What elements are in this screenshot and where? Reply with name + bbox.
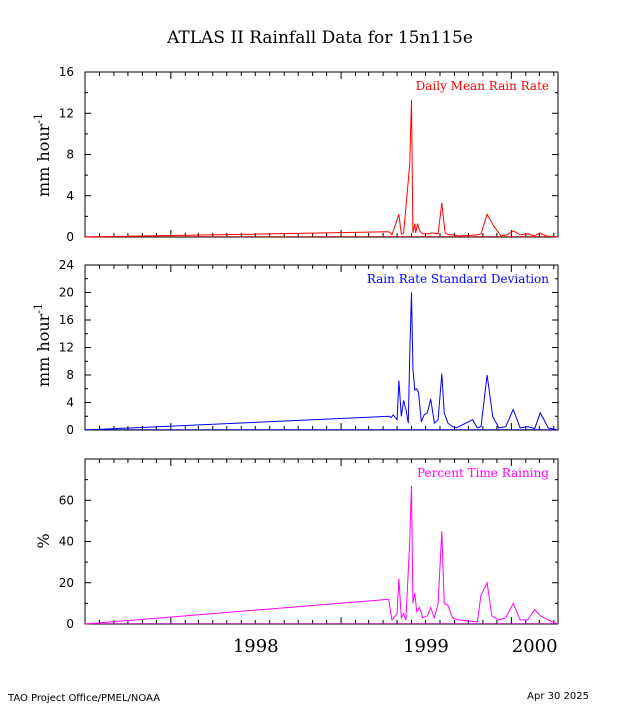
y-tick-label: 20: [59, 576, 74, 590]
y-tick-label: 4: [66, 189, 74, 203]
panel-title: Daily Mean Rain Rate: [416, 79, 549, 93]
x-axis-year-labels: 1998 1999 2000: [233, 636, 558, 657]
year-label: 1998: [233, 636, 279, 657]
y-axis-label-text: %: [34, 533, 53, 548]
y-tick-label: 16: [59, 313, 74, 327]
y-tick-label: 12: [59, 106, 74, 120]
year-label: 2000: [512, 636, 558, 657]
y-tick-label: 16: [59, 65, 74, 79]
panel-title: Rain Rate Standard Deviation: [367, 272, 549, 286]
y-axis-label: mm hour-1: [32, 113, 53, 197]
y-tick-label: 60: [59, 493, 74, 507]
y-axis-label-text: mm hour: [34, 313, 53, 387]
plot-frame: [84, 71, 559, 238]
y-tick-label: 12: [59, 341, 74, 355]
y-axis-label-superscript: -1: [32, 113, 45, 124]
y-tick-label: 24: [59, 258, 74, 272]
y-tick-label: 0: [66, 617, 74, 631]
series-line: [84, 292, 559, 431]
panel-rain-rate-std-dev: 0 4 8 12 16 20 24 mm hour-1 Rain Rate Standard D…: [32, 258, 559, 437]
y-axis-label-text: mm hour: [34, 123, 53, 197]
series-line: [84, 99, 559, 238]
series-line: [84, 485, 559, 625]
y-axis-label: %: [34, 533, 53, 548]
y-axis-label-superscript: -1: [32, 303, 45, 314]
y-axis-label: mm hour-1: [32, 303, 53, 387]
y-tick-label: 40: [59, 535, 74, 549]
footer-date: Apr 30 2025: [527, 691, 589, 702]
plot-frame: [84, 264, 559, 431]
plot-frame: [84, 458, 559, 625]
y-tick-label: 0: [66, 230, 74, 244]
figure-title: ATLAS II Rainfall Data for 15n115e: [166, 28, 473, 48]
y-tick-label: 20: [59, 286, 74, 300]
y-tick-label: 8: [66, 368, 74, 382]
footer-credit: TAO Project Office/PMEL/NOAA: [7, 693, 160, 704]
year-label: 1999: [403, 636, 449, 657]
y-tick-label: 0: [66, 423, 74, 437]
y-tick-label: 8: [66, 148, 74, 162]
panel-daily-mean-rain-rate: 0 4 8 12 16 mm hour-1 Daily Mean Rain Rate: [32, 65, 559, 244]
y-tick-label: 4: [66, 396, 74, 410]
panel-title: Percent Time Raining: [417, 466, 549, 480]
panel-percent-time-raining: 0 20 40 60% Percent Time Raining: [34, 458, 559, 631]
